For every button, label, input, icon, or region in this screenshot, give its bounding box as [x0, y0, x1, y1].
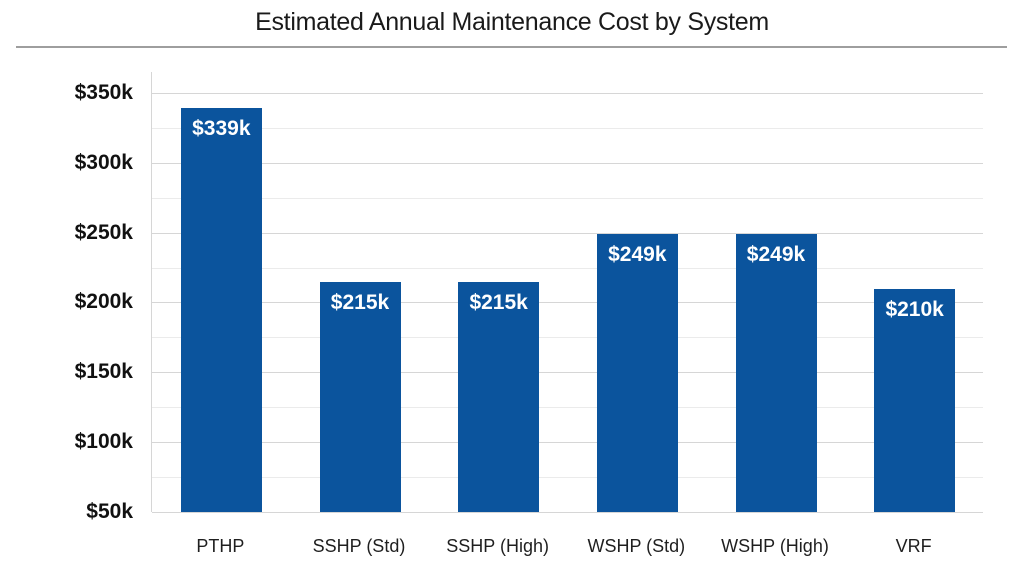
chart-title: Estimated Annual Maintenance Cost by Sys…	[255, 8, 769, 36]
bar-sshp-std: $215k	[319, 281, 401, 512]
y-tick-label: $50k	[86, 500, 133, 523]
title-separator-line	[16, 46, 1007, 48]
x-category-label: VRF	[895, 536, 932, 556]
x-category-label: PTHP	[196, 536, 245, 556]
gridline-major	[152, 512, 983, 513]
x-category-label: WSHP (Std)	[587, 536, 686, 556]
x-category-label: WSHP (High)	[721, 536, 829, 556]
gridline-major	[152, 442, 983, 444]
bar-sshp-high: $215k	[458, 281, 540, 512]
x-category-label: SSHP (Std)	[312, 536, 406, 556]
plot-area: $339k $215k $215k $249k $249k $210k	[151, 72, 983, 513]
bar-value-label: $339k	[192, 117, 251, 141]
gridline-minor	[152, 337, 983, 339]
bar-value-label: $249k	[608, 243, 667, 267]
y-tick-label: $100k	[74, 430, 133, 454]
y-tick-label: $200k	[74, 290, 133, 314]
gridline-major	[152, 162, 983, 164]
y-tick-label: $350k	[74, 80, 133, 104]
gridline-minor	[152, 477, 983, 479]
gridline-minor	[152, 407, 983, 409]
bar-pthp: $339k	[180, 108, 262, 512]
y-tick-label: $300k	[74, 150, 133, 174]
y-tick-label: $250k	[74, 220, 133, 244]
bar-wshp-high: $249k	[735, 234, 817, 512]
bar-value-label: $210k	[885, 297, 944, 321]
gridline-major	[152, 372, 983, 374]
bar-value-label: $249k	[746, 243, 806, 267]
gridline-minor	[152, 197, 983, 199]
gridline-major	[152, 92, 983, 94]
bar-value-label: $215k	[330, 290, 390, 314]
bar-value-label: $215k	[469, 290, 528, 314]
x-axis-category-labels: PTHP SSHP (Std) SSHP (High) WSHP (Std) WSHP …	[151, 534, 983, 560]
gridline-minor	[152, 127, 983, 129]
x-category-label: SSHP (High)	[446, 536, 549, 556]
gridline-minor	[152, 267, 983, 269]
bar-wshp-std: $249k	[596, 234, 678, 512]
gridline-major	[152, 302, 983, 304]
y-tick-label: $150k	[74, 360, 133, 384]
bar-vrf: $210k	[874, 288, 956, 512]
gridline-major	[152, 232, 983, 234]
